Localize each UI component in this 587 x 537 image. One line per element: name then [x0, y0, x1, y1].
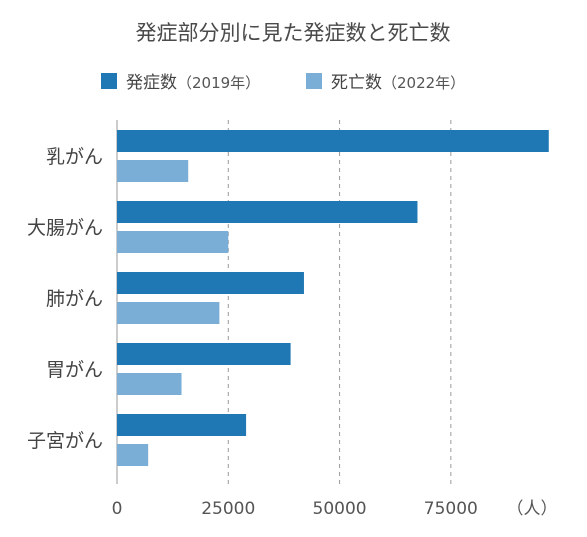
bar-deaths-0: [117, 160, 189, 182]
bars: [117, 130, 549, 466]
legend-swatch-incidence: [101, 73, 117, 89]
bar-deaths-1: [117, 231, 229, 253]
bar-incidence-1: [117, 201, 418, 223]
legend-series-suffix-incidence: （2019年）: [177, 74, 260, 92]
legend-series-name-incidence: 発症数: [126, 73, 177, 93]
x-tick-labels: 0 25000 50000 75000: [112, 499, 478, 519]
legend: 発症数（2019年） 死亡数（2022年）: [101, 73, 465, 93]
legend-swatch-deaths: [306, 73, 322, 89]
bar-deaths-2: [117, 302, 220, 324]
gridlines: [227, 120, 452, 484]
category-label: 大腸がん: [27, 217, 103, 239]
legend-item-incidence: 発症数（2019年）: [101, 73, 260, 93]
legend-item-deaths: 死亡数（2022年）: [306, 73, 465, 93]
category-label: 肺がん: [46, 288, 103, 310]
legend-label-deaths: 死亡数（2022年）: [331, 73, 465, 93]
chart-title: 発症部分別に見た発症数と死亡数: [136, 21, 451, 45]
bar-incidence-4: [117, 414, 247, 436]
x-tick-label: 50000: [313, 499, 367, 519]
bar-deaths-4: [117, 444, 149, 466]
bar-deaths-3: [117, 373, 182, 395]
legend-series-suffix-deaths: （2022年）: [382, 74, 465, 92]
bar-incidence-3: [117, 343, 291, 365]
x-tick-label: 0: [112, 499, 123, 519]
legend-label-incidence: 発症数（2019年）: [126, 73, 260, 93]
x-tick-label: 75000: [424, 499, 478, 519]
legend-series-name-deaths: 死亡数: [331, 73, 382, 93]
bar-incidence-0: [117, 130, 549, 152]
bar-incidence-2: [117, 272, 304, 294]
category-label: 胃がん: [46, 359, 103, 381]
category-label: 乳がん: [46, 146, 103, 168]
x-tick-label: 25000: [201, 499, 255, 519]
x-axis-unit: （人）: [507, 499, 558, 519]
category-label: 子宮がん: [27, 430, 103, 452]
